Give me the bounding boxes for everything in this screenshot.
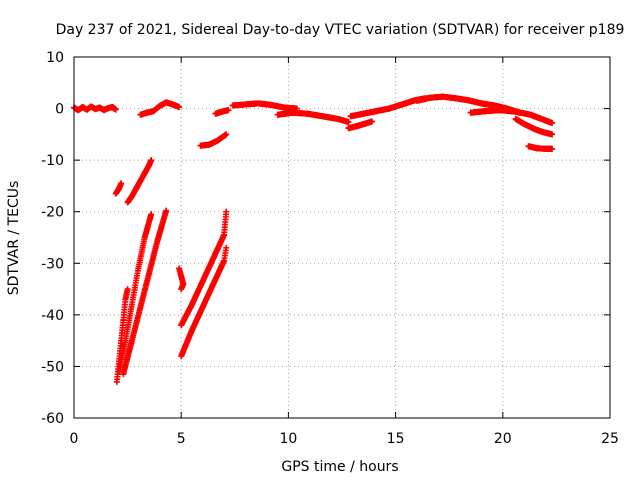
data-point: [124, 286, 131, 293]
data-point: [223, 244, 230, 251]
x-tick-label: 25: [601, 431, 619, 447]
series-arc-14: [274, 109, 352, 125]
x-tick-label: 10: [279, 431, 297, 447]
x-tick-label: 15: [387, 431, 405, 447]
series-arc-13: [229, 100, 300, 112]
data-point: [176, 104, 183, 111]
series-arc-15: [345, 118, 376, 132]
series-arc-07: [137, 99, 183, 118]
y-tick-label: -20: [41, 205, 64, 221]
chart-title: Day 237 of 2021, Sidereal Day-to-day VTE…: [56, 22, 625, 38]
data-point: [178, 286, 185, 293]
y-tick-label: -50: [41, 359, 64, 375]
series-arc-08: [176, 265, 187, 293]
series-arc-11: [197, 131, 230, 149]
y-axis-label: SDTVAR / TECUs: [6, 181, 22, 296]
y-tick-label: -40: [41, 308, 64, 324]
y-tick-label: -10: [41, 153, 64, 169]
x-axis-label: GPS time / hours: [281, 459, 398, 475]
plot-border: [73, 56, 611, 419]
data-point: [148, 157, 155, 164]
series-arc-01: [71, 103, 119, 114]
data-point: [549, 120, 556, 127]
x-tick-label: 0: [70, 431, 79, 447]
grid: [74, 57, 610, 418]
data-point: [118, 180, 125, 187]
data-point: [549, 145, 556, 152]
data-point: [549, 131, 556, 138]
series-arc-03: [124, 157, 155, 206]
series-arc-19: [512, 115, 556, 138]
y-tick-label: -60: [41, 411, 64, 427]
data-point: [369, 118, 376, 125]
data-point: [223, 131, 230, 138]
data-point: [112, 106, 119, 113]
y-tick-label: 0: [55, 102, 64, 118]
series-arc-05: [116, 211, 155, 375]
data-point: [163, 207, 170, 214]
y-tick-label: 10: [46, 50, 64, 66]
y-tick-label: -30: [41, 256, 64, 272]
series-arc-20: [525, 143, 556, 152]
series-arc-17: [414, 93, 523, 116]
data-point: [223, 208, 230, 215]
x-tick-label: 5: [177, 431, 186, 447]
series-arc-06: [120, 207, 170, 378]
data-point: [148, 211, 155, 218]
series-arc-02: [112, 180, 125, 197]
x-tick-label: 20: [494, 431, 512, 447]
data-point: [225, 107, 232, 114]
series-arc-18: [467, 107, 556, 127]
data-points: [71, 93, 556, 385]
series-arc-10: [178, 244, 230, 360]
series-arc-12: [212, 107, 232, 117]
series-arc-09: [178, 208, 230, 329]
data-point: [345, 118, 352, 125]
